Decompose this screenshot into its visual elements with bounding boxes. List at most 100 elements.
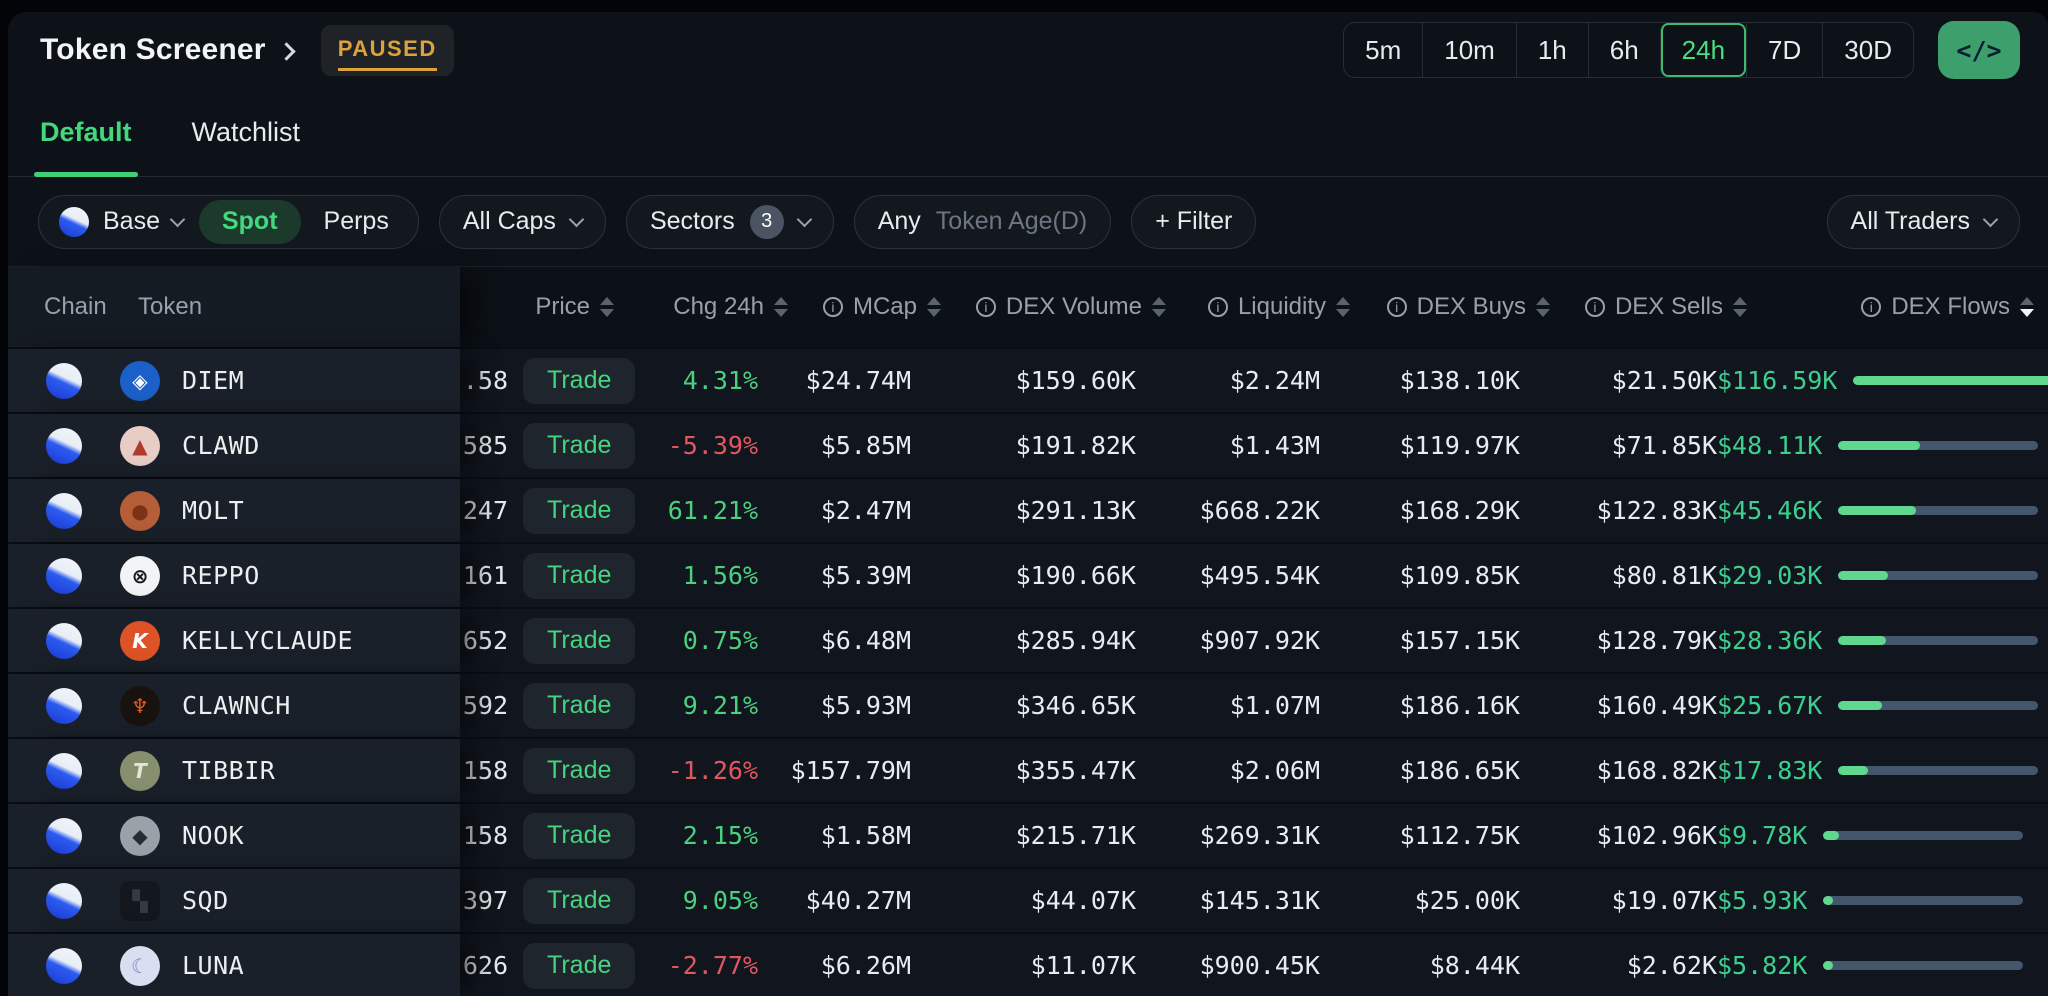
traders-filter[interactable]: All Traders [1827,195,2020,249]
trade-button[interactable]: Trade [523,748,635,794]
liquidity-value: $900.45K [1136,951,1320,980]
column-header-liquidity-label: Liquidity [1238,293,1326,321]
tabs-row: Default Watchlist [8,88,2048,177]
column-header-chg-24h[interactable]: Chg 24h [658,293,758,321]
sort-icon-descending[interactable] [2020,297,2034,317]
info-icon[interactable]: i [1861,297,1881,317]
trade-button[interactable]: Trade [523,358,635,404]
mcap-value: $24.74M [758,366,911,395]
market-toggle-perps[interactable]: Perps [301,200,412,244]
chg-24h-value: 61.21% [658,496,758,525]
token-age-filter[interactable]: Any Token Age(D) [854,195,1112,249]
page-title: Token Screener [40,33,266,67]
token-icon: ▚ [120,881,160,921]
column-header-liquidity[interactable]: i Liquidity [1136,293,1320,321]
timeframe-group: 5m10m1h6h24h7D30D [1343,22,1914,78]
token-price-partial: 397 [460,886,508,915]
trade-button[interactable]: Trade [523,683,635,729]
token-icon: K [120,621,160,661]
dex-flows-bar-fill [1823,831,1839,840]
table-row[interactable]: ▚ SQD 397 Trade 9.05% $40.27M $44.07K $1… [8,867,2048,932]
column-header-dex-flows[interactable]: i DEX Flows [1717,293,2048,321]
column-header-dex-volume[interactable]: i DEX Volume [911,293,1136,321]
dex-flows-cell: $29.03K [1717,561,2048,590]
status-badge: PAUSED [321,25,454,76]
dex-flows-cell: $48.11K [1717,431,2048,460]
token-age-placeholder: Token Age(D) [936,207,1087,236]
chain-cell [8,883,102,919]
token-price-partial: .58 [460,366,508,395]
token-icon-glyph: ◆ [132,824,147,848]
dex-buys-value: $8.44K [1320,951,1520,980]
table-row[interactable]: ☾ LUNA 626 Trade -2.77% $6.26M $11.07K $… [8,932,2048,996]
chain-cell [8,753,102,789]
dex-flows-bar-fill [1838,701,1882,710]
info-icon[interactable]: i [1585,297,1605,317]
token-icon-glyph: ◈ [132,369,147,393]
tab-watchlist[interactable]: Watchlist [192,88,301,176]
dex-flows-bar [1823,831,2023,840]
table-row[interactable]: K KELLYCLAUDE 652 Trade 0.75% $6.48M $28… [8,607,2048,672]
token-price-partial: 247 [460,496,508,525]
dex-sells-value: $128.79K [1520,626,1717,655]
table-row[interactable]: ◆ NOOK 158 Trade 2.15% $1.58M $215.71K $… [8,802,2048,867]
column-header-dex-sells[interactable]: i DEX Sells [1520,293,1717,321]
dex-flows-cell: $17.83K [1717,756,2048,785]
column-header-mcap[interactable]: i MCap [758,293,911,321]
token-name: LUNA [182,951,244,980]
chevron-down-icon[interactable] [170,211,186,227]
info-icon[interactable]: i [976,297,996,317]
trade-button[interactable]: Trade [523,943,635,989]
dex-flows-value: $5.82K [1717,951,1807,980]
info-icon[interactable]: i [1208,297,1228,317]
add-filter-button[interactable]: + Filter [1131,195,1256,249]
info-icon[interactable]: i [823,297,843,317]
chg-24h-value: 4.31% [658,366,758,395]
trade-button[interactable]: Trade [523,488,635,534]
timeframe-7d[interactable]: 7D [1746,23,1822,77]
base-chain-icon [59,207,89,237]
table-row[interactable]: ⊗ REPPO 161 Trade 1.56% $5.39M $190.66K … [8,542,2048,607]
chain-cell [8,558,102,594]
table-row[interactable]: ● MOLT 247 Trade 61.21% $2.47M $291.13K … [8,477,2048,542]
market-toggle-spot[interactable]: Spot [199,200,301,244]
table-row[interactable]: ♆ CLAWNCH 592 Trade 9.21% $5.93M $346.65… [8,672,2048,737]
timeframe-24h[interactable]: 24h [1660,23,1746,77]
table-row[interactable]: T TIBBIR 158 Trade -1.26% $157.79M $355.… [8,737,2048,802]
trade-cell: Trade [508,488,658,534]
base-chain-icon [46,428,82,464]
timeframe-30d[interactable]: 30D [1822,23,1913,77]
info-icon[interactable]: i [1387,297,1407,317]
dex-flows-value: $48.11K [1717,431,1822,460]
trade-button[interactable]: Trade [523,423,635,469]
sort-icon[interactable] [600,297,614,317]
chevron-down-icon [796,211,812,227]
tab-default[interactable]: Default [40,88,132,176]
trade-button[interactable]: Trade [523,553,635,599]
token-icon-glyph: ⊗ [132,564,149,588]
chain-select-label[interactable]: Base [103,207,160,236]
row-sticky-panel: T TIBBIR [8,739,460,802]
trade-button[interactable]: Trade [523,813,635,859]
caps-filter[interactable]: All Caps [439,195,606,249]
row-sticky-panel: ☾ LUNA [8,934,460,996]
token-name: REPPO [182,561,260,590]
timeframe-1h[interactable]: 1h [1516,23,1588,77]
chevron-right-icon[interactable] [277,42,295,60]
trade-button[interactable]: Trade [523,878,635,924]
timeframe-5m[interactable]: 5m [1344,23,1422,77]
code-button[interactable]: </> [1938,21,2020,79]
column-header-price[interactable]: Price [460,293,658,321]
timeframe-10m[interactable]: 10m [1422,23,1516,77]
trade-cell: Trade [508,618,658,664]
dex-volume-value: $346.65K [911,691,1136,720]
table-row[interactable]: ◈ DIEM .58 Trade 4.31% $24.74M $159.60K … [8,347,2048,412]
trade-button[interactable]: Trade [523,618,635,664]
column-header-dex-buys[interactable]: i DEX Buys [1320,293,1520,321]
base-chain-icon [46,493,82,529]
timeframe-6h[interactable]: 6h [1588,23,1660,77]
token-price-partial: 161 [460,561,508,590]
sectors-filter[interactable]: Sectors 3 [626,195,834,249]
table-row[interactable]: ▲ CLAWD 585 Trade -5.39% $5.85M $191.82K… [8,412,2048,477]
dex-sells-value: $122.83K [1520,496,1717,525]
